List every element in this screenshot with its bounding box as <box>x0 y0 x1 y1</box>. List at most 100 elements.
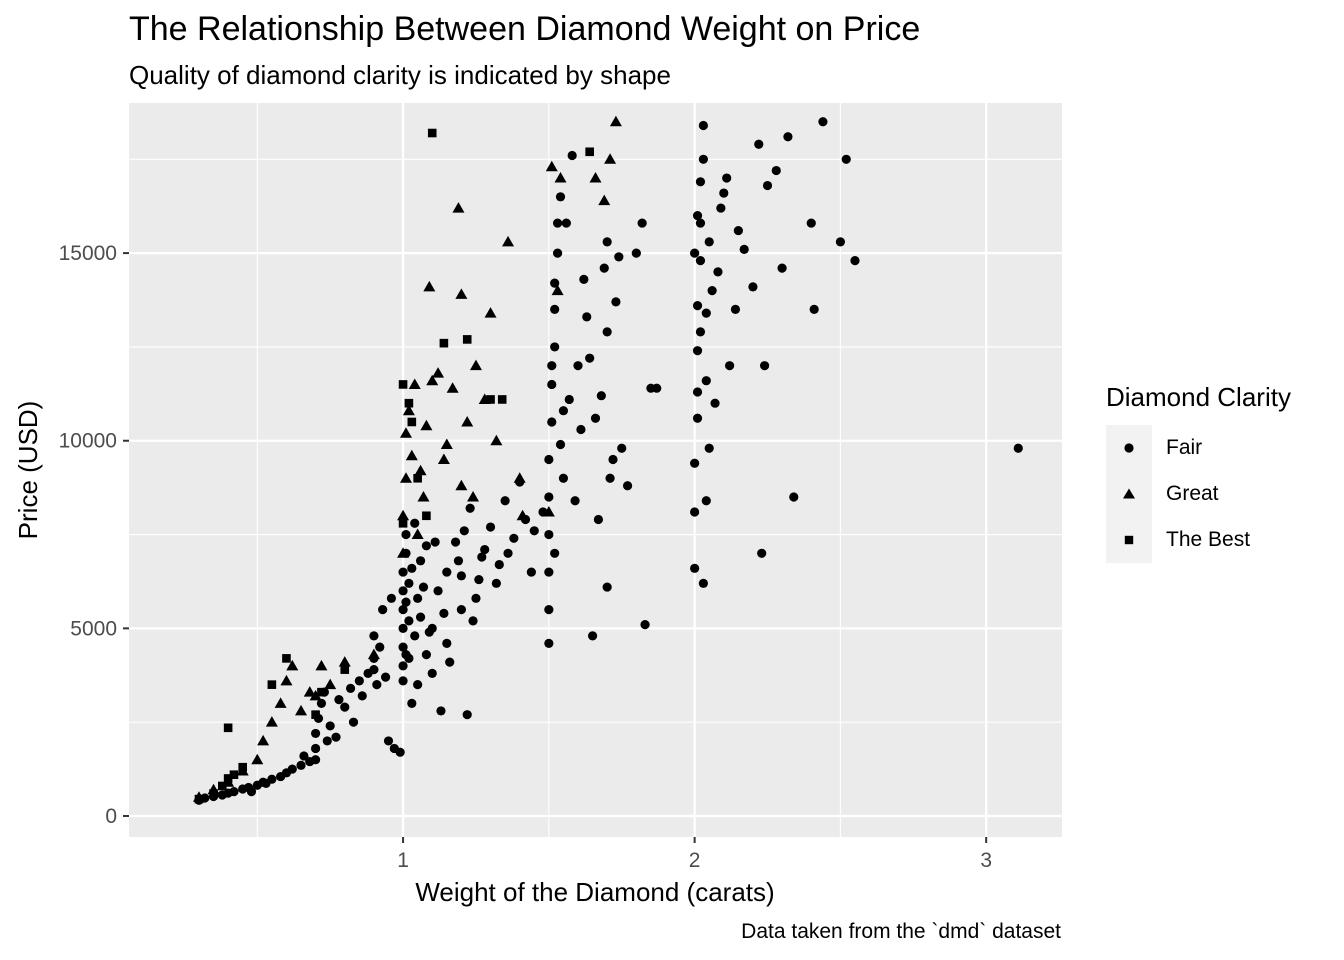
data-point-the-best <box>404 398 414 408</box>
data-point-fair <box>369 665 379 675</box>
data-point-fair <box>695 218 706 228</box>
data-point-fair <box>806 218 816 228</box>
data-point-fair <box>701 308 711 318</box>
data-point-fair <box>436 706 446 716</box>
data-point-fair <box>547 417 557 427</box>
data-point-great <box>303 686 316 697</box>
data-point-fair <box>719 188 729 198</box>
data-point-the-best <box>585 147 594 157</box>
data-point-fair <box>739 244 749 254</box>
data-point-great <box>455 288 468 299</box>
data-point-the-best <box>413 473 422 483</box>
data-point-the-best <box>398 380 408 389</box>
data-point-fair <box>692 301 703 311</box>
data-point-fair <box>453 556 464 566</box>
data-point-fair <box>480 544 490 555</box>
data-point-fair <box>692 210 703 221</box>
data-point-fair <box>640 620 650 630</box>
y-axis: 0 5000 10000 15000 <box>59 242 129 828</box>
data-point-great <box>417 491 430 502</box>
data-point-the-best <box>223 723 233 733</box>
data-point-fair <box>722 173 732 183</box>
data-point-fair <box>398 642 408 652</box>
data-point-fair <box>698 578 708 588</box>
data-point-fair <box>695 327 706 337</box>
data-point-fair <box>713 267 723 277</box>
data-point-fair <box>692 413 703 423</box>
data-point-fair <box>311 728 321 739</box>
data-point-the-best <box>209 789 218 798</box>
data-point-fair <box>570 496 580 506</box>
data-point-fair <box>398 586 408 596</box>
data-point-fair <box>261 778 271 788</box>
data-point-fair <box>544 529 554 540</box>
data-point-the-best <box>427 128 437 138</box>
data-point-fair <box>558 406 569 416</box>
legend-label-great: Great <box>1166 482 1219 505</box>
data-point-fair <box>322 736 332 746</box>
data-point-great <box>446 382 459 393</box>
data-point-the-best <box>317 687 326 697</box>
data-point-fair <box>789 492 799 502</box>
data-point-fair <box>404 616 414 626</box>
data-point-fair <box>550 548 560 558</box>
data-point-fair <box>582 312 592 322</box>
data-point-fair <box>415 612 426 622</box>
data-point-fair <box>818 117 828 127</box>
data-point-fair <box>841 154 851 164</box>
y-tick-label: 5000 <box>70 617 117 640</box>
major-gridlines <box>129 103 1062 837</box>
data-point-fair <box>357 691 367 701</box>
data-point-fair <box>421 541 431 551</box>
data-point-fair <box>707 286 717 296</box>
data-point-fair <box>415 556 426 566</box>
data-point-fair <box>410 631 420 641</box>
data-point-fair <box>325 721 335 731</box>
data-point-fair <box>547 379 557 390</box>
data-point-great <box>455 479 468 491</box>
data-point-fair <box>503 548 513 558</box>
data-point-fair <box>477 552 487 562</box>
data-point-fair <box>587 631 598 641</box>
data-point-fair <box>754 139 764 149</box>
data-point-great <box>397 509 410 521</box>
data-point-fair <box>602 327 612 337</box>
data-point-fair <box>474 574 484 585</box>
data-point-great <box>295 704 308 716</box>
data-point-fair <box>602 582 612 592</box>
data-point-fair <box>550 342 560 352</box>
data-point-fair <box>407 698 417 709</box>
data-point-fair <box>809 304 819 314</box>
data-point-fair <box>771 165 781 176</box>
x-axis: 1 2 3 <box>397 837 992 872</box>
data-point-great <box>286 659 299 671</box>
chart-title: The Relationship Between Diamond Weight … <box>129 10 921 48</box>
data-point-fair <box>716 203 726 213</box>
data-point-great <box>598 194 611 206</box>
data-point-fair <box>276 771 286 782</box>
data-point-fair <box>340 702 350 712</box>
data-point-great <box>484 307 497 318</box>
data-point-fair <box>398 661 408 671</box>
data-point-the-best <box>282 654 291 663</box>
data-point-fair <box>439 608 449 618</box>
data-point-great <box>609 115 622 127</box>
data-point-fair <box>401 529 411 540</box>
x-tick-label: 3 <box>980 849 992 872</box>
data-point-fair <box>564 394 574 405</box>
data-point-great <box>411 528 424 540</box>
data-point-great <box>513 472 526 483</box>
data-point-fair <box>544 567 554 577</box>
data-point-great <box>551 284 564 296</box>
data-point-fair <box>605 473 615 483</box>
data-point-great <box>257 734 270 746</box>
plot-panel <box>129 103 1062 837</box>
data-point-fair <box>369 631 379 641</box>
data-point-fair <box>608 454 618 465</box>
x-tick-label: 2 <box>689 849 701 872</box>
data-point-fair <box>573 361 583 371</box>
data-point-fair <box>386 593 397 603</box>
data-point-fair <box>555 439 566 450</box>
data-point-great <box>461 415 474 427</box>
data-point-the-best <box>238 762 248 772</box>
